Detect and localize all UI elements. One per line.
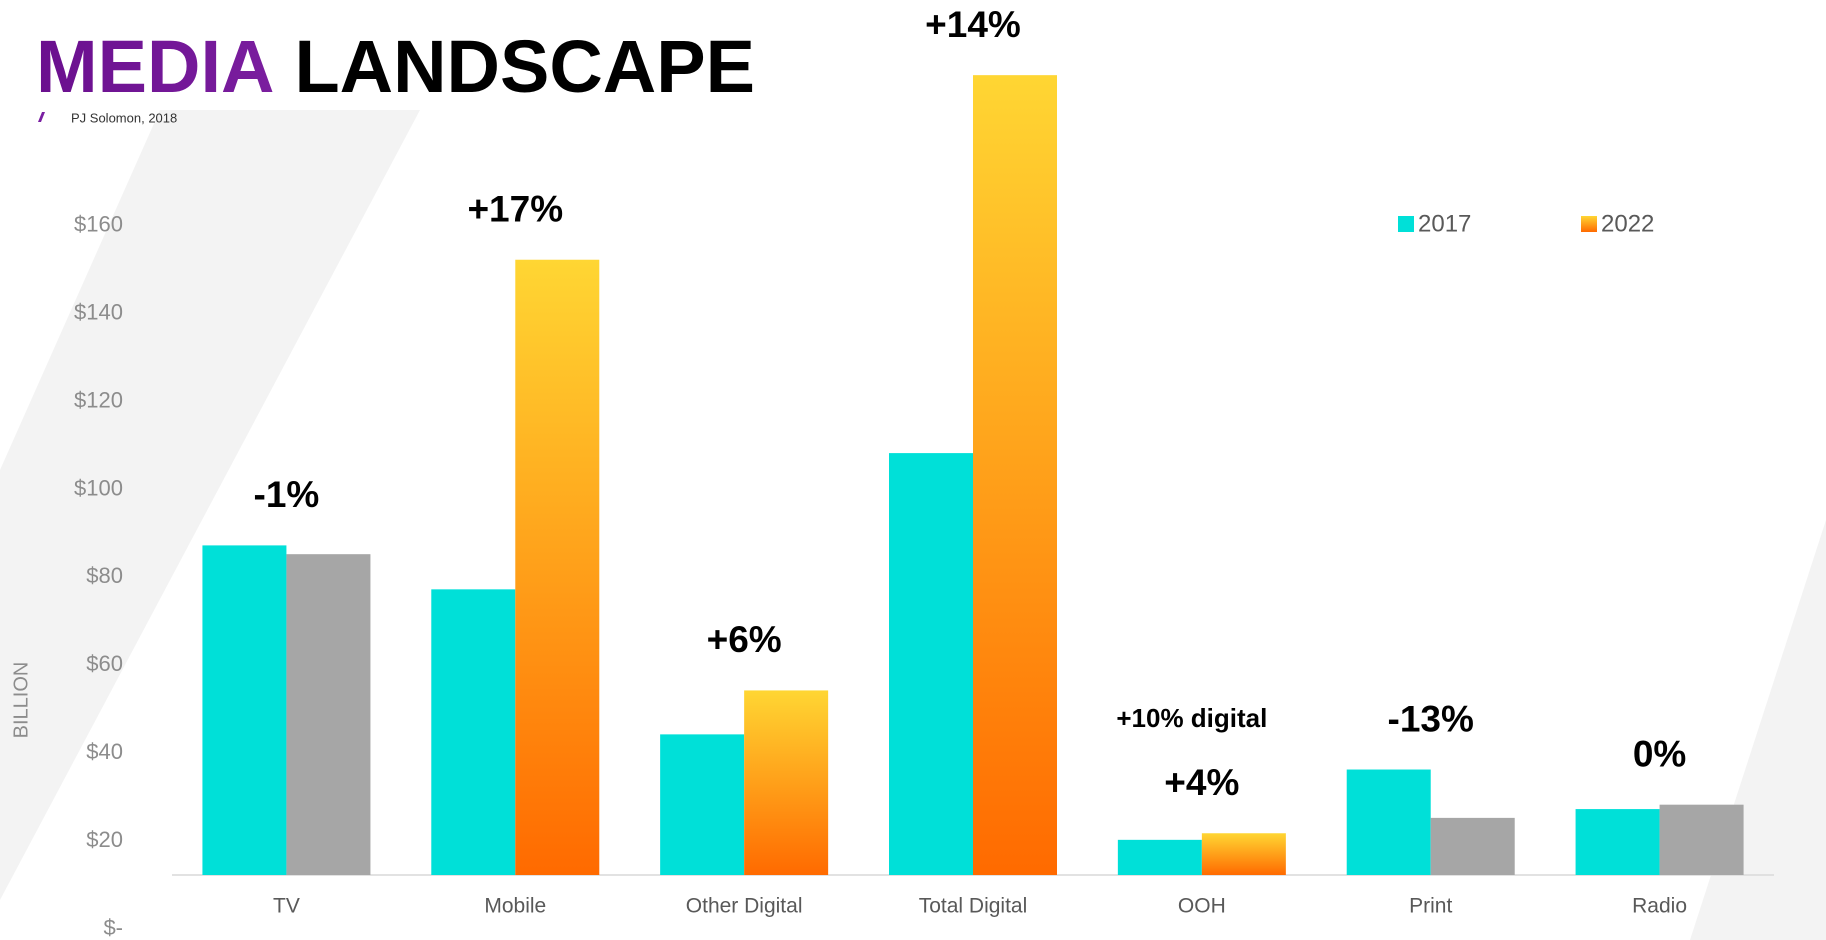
bar xyxy=(889,453,973,875)
y-tick-label: $160 xyxy=(74,212,123,237)
subtitle: PJ Solomon, 2018 xyxy=(71,110,177,125)
x-tick-label: Mobile xyxy=(484,895,546,918)
x-tick-label: OOH xyxy=(1178,895,1226,918)
bar xyxy=(1575,809,1660,875)
legend-swatch xyxy=(1398,216,1414,232)
x-tick-label: Radio xyxy=(1632,895,1687,918)
legend-label: 2022 xyxy=(1601,210,1654,237)
y-tick-label: $140 xyxy=(74,300,123,325)
y-axis-label: BILLION xyxy=(10,662,32,739)
x-tick-label: Total Digital xyxy=(919,895,1028,918)
y-tick-label: $120 xyxy=(74,387,123,412)
bar xyxy=(1117,839,1202,875)
annotation: +6% xyxy=(707,619,782,660)
bar xyxy=(202,545,287,875)
bar xyxy=(973,75,1057,875)
annotation: +14% xyxy=(925,4,1021,45)
bar xyxy=(744,690,829,875)
background-shape xyxy=(1690,520,1826,940)
bar xyxy=(431,589,516,875)
annotation: +17% xyxy=(467,189,563,230)
x-tick-label: Other Digital xyxy=(686,895,803,918)
bar xyxy=(1346,769,1431,875)
y-tick-label: $100 xyxy=(74,475,123,500)
annotation: -13% xyxy=(1388,698,1474,739)
title-part: LANDSCAPE xyxy=(294,25,754,108)
bar xyxy=(1659,804,1744,875)
annotation: -1% xyxy=(254,474,320,515)
x-tick-label: Print xyxy=(1409,895,1452,918)
y-tick-label: $80 xyxy=(86,563,123,588)
y-tick-label: $20 xyxy=(86,827,123,852)
bar xyxy=(660,734,745,875)
bar xyxy=(515,259,600,876)
y-tick-label: $- xyxy=(103,915,123,940)
bar xyxy=(286,554,371,875)
title-part: MEDIA xyxy=(36,25,274,108)
x-tick-label: TV xyxy=(273,895,300,918)
decoration xyxy=(38,112,45,122)
legend-label: 2017 xyxy=(1418,210,1471,237)
bar xyxy=(1430,817,1515,875)
annotation: +4% xyxy=(1164,762,1239,803)
y-tick-label: $60 xyxy=(86,651,123,676)
legend-swatch xyxy=(1581,216,1597,232)
chart-title: MEDIA LANDSCAPE xyxy=(36,25,755,108)
bar xyxy=(1201,833,1286,875)
annotation: 0% xyxy=(1633,733,1686,774)
y-tick-label: $40 xyxy=(86,739,123,764)
annotation: +10% digital xyxy=(1116,703,1267,733)
background-shape xyxy=(0,110,420,900)
